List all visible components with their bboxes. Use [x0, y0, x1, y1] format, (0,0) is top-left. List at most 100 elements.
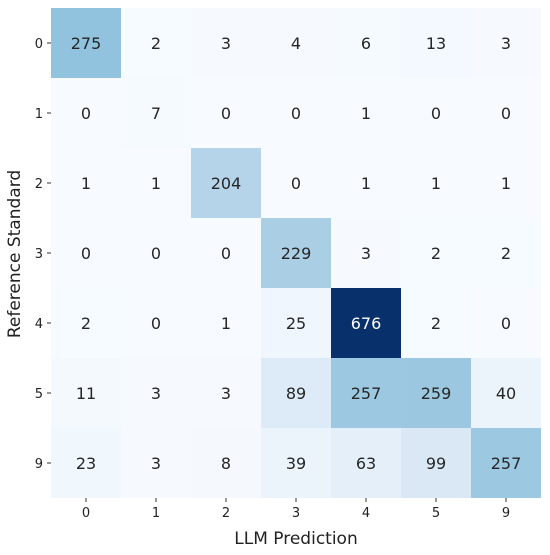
heatmap-cell: [261, 8, 331, 78]
cell-value-label: 3: [501, 34, 511, 53]
cell-value-label: 0: [81, 104, 91, 123]
heatmap-cell: [261, 148, 331, 218]
cell-value-label: 1: [151, 174, 161, 193]
heatmap-cell: [401, 288, 471, 358]
heatmap-cell: [51, 428, 121, 498]
heatmap-cell: [401, 218, 471, 288]
cell-value-label: 25: [286, 314, 306, 333]
heatmap-cell: [331, 78, 401, 148]
heatmap-cell: [121, 8, 191, 78]
cell-value-label: 0: [221, 244, 231, 263]
cell-value-label: 275: [71, 34, 102, 53]
cell-value-label: 63: [356, 454, 376, 473]
x-tick-label: 3: [292, 506, 300, 521]
heatmap-cell: [401, 428, 471, 498]
heatmap-cell: [51, 218, 121, 288]
cell-value-label: 99: [426, 454, 446, 473]
heatmap-cell: [471, 8, 541, 78]
heatmap-cell: [121, 358, 191, 428]
x-tick-label: 5: [432, 506, 440, 521]
x-tick-label: 0: [82, 506, 90, 521]
cell-value-label: 89: [286, 384, 306, 403]
heatmap-cell: [51, 148, 121, 218]
heatmap-cell: [191, 288, 261, 358]
y-tick-label: 9: [35, 457, 43, 472]
heatmap-cell: [331, 8, 401, 78]
heatmap-cell: [121, 288, 191, 358]
y-tick-label: 2: [35, 177, 43, 192]
cell-value-label: 0: [151, 244, 161, 263]
heatmap-cell: [51, 8, 121, 78]
heatmap-cell: [121, 78, 191, 148]
y-axis-label: Reference Standard: [5, 170, 25, 338]
heatmap-cell: [471, 218, 541, 288]
cell-value-label: 40: [496, 384, 516, 403]
heatmap-cell: [191, 78, 261, 148]
cell-value-label: 0: [501, 314, 511, 333]
cell-value-label: 0: [291, 104, 301, 123]
cell-value-label: 0: [221, 104, 231, 123]
heatmap-cell: [401, 358, 471, 428]
y-tick-label: 5: [35, 387, 43, 402]
heatmap-cell: [51, 358, 121, 428]
cell-value-label: 8: [221, 454, 231, 473]
heatmap-cell: [121, 148, 191, 218]
heatmap-cell: [471, 148, 541, 218]
cell-value-label: 2: [501, 244, 511, 263]
cell-value-label: 3: [221, 384, 231, 403]
heatmap-cell: [331, 288, 401, 358]
heatmap-cell: [121, 218, 191, 288]
cell-value-label: 2: [431, 314, 441, 333]
x-tick-label: 2: [222, 506, 230, 521]
cell-value-label: 257: [351, 384, 382, 403]
heatmap-cell: [51, 78, 121, 148]
heatmap-cell: [191, 148, 261, 218]
cell-value-label: 1: [361, 104, 371, 123]
heatmap-cell: [261, 288, 331, 358]
heatmap-cell: [471, 428, 541, 498]
heatmap-cell: [261, 358, 331, 428]
x-axis-label: LLM Prediction: [234, 529, 357, 549]
cell-value-label: 3: [361, 244, 371, 263]
heatmap-cell: [471, 358, 541, 428]
y-tick-label: 0: [35, 37, 43, 52]
heatmap-cell: [261, 428, 331, 498]
heatmap-cell: [401, 148, 471, 218]
heatmap-cell: [331, 428, 401, 498]
cell-value-label: 229: [281, 244, 312, 263]
cell-value-label: 204: [211, 174, 242, 193]
heatmap-cell: [191, 428, 261, 498]
heatmap-cell: [191, 218, 261, 288]
heatmap-cell: [331, 218, 401, 288]
heatmap-cell: [401, 8, 471, 78]
cell-value-label: 2: [151, 34, 161, 53]
cell-value-label: 23: [76, 454, 96, 473]
cell-value-label: 3: [221, 34, 231, 53]
heatmap-cell: [261, 78, 331, 148]
cell-value-label: 11: [76, 384, 96, 403]
cell-value-label: 3: [151, 384, 161, 403]
x-tick-label: 4: [362, 506, 370, 521]
cell-value-label: 259: [421, 384, 452, 403]
cell-value-label: 1: [361, 174, 371, 193]
cell-value-label: 2: [431, 244, 441, 263]
cell-value-label: 39: [286, 454, 306, 473]
heatmap-cell: [471, 78, 541, 148]
cell-value-label: 3: [151, 454, 161, 473]
y-axis-ticks: 0 1 2 3 4 5 9: [35, 37, 51, 472]
cell-value-label: 13: [426, 34, 446, 53]
heatmap-cell: [191, 8, 261, 78]
x-tick-label: 9: [502, 506, 510, 521]
heatmap-cell: [191, 358, 261, 428]
y-tick-label: 1: [35, 107, 43, 122]
heatmap-cell: [401, 78, 471, 148]
cell-value-label: 4: [291, 34, 301, 53]
cell-value-label: 7: [151, 104, 161, 123]
heatmap-cell: [261, 218, 331, 288]
heatmap-cell: [471, 288, 541, 358]
y-tick-label: 4: [35, 317, 43, 332]
cell-value-label: 676: [351, 314, 382, 333]
heatmap-cell: [331, 358, 401, 428]
cell-value-label: 257: [491, 454, 522, 473]
